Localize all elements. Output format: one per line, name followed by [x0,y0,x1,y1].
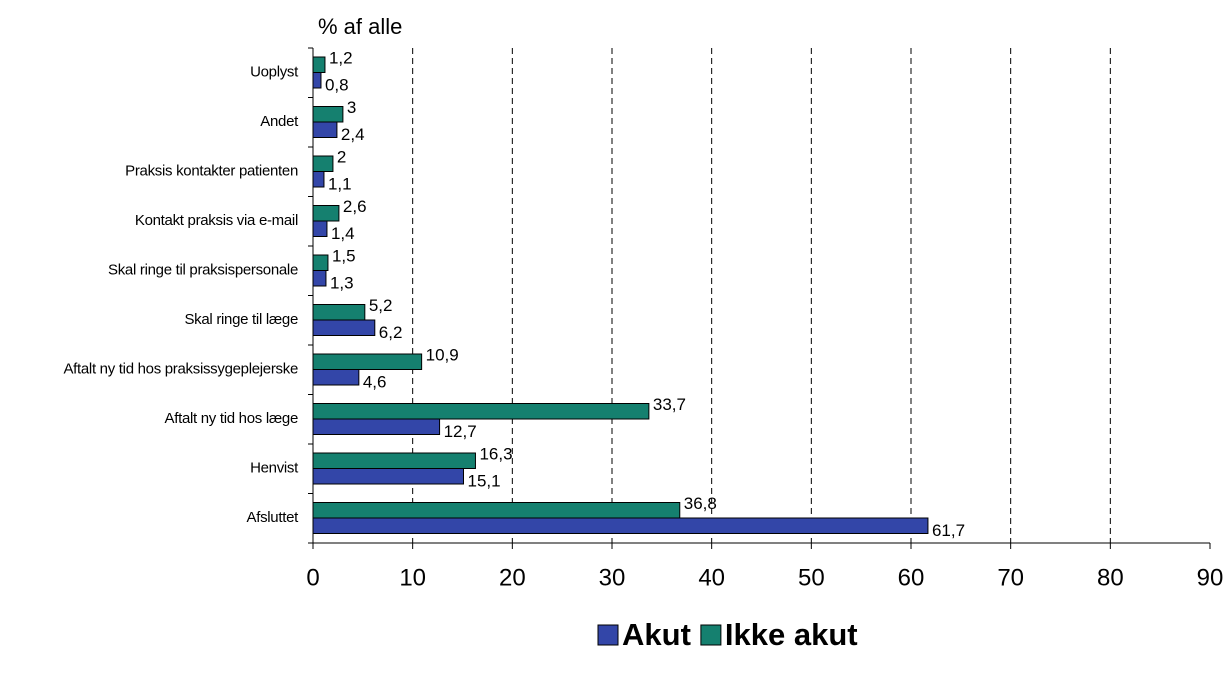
value-label: 0,8 [325,75,349,94]
value-label: 4,6 [363,372,387,391]
x-tick-label: 20 [499,564,526,591]
value-label: 33,7 [653,395,686,414]
value-label: 6,2 [379,323,403,342]
value-label: 3 [347,98,356,117]
bar [312,319,376,336]
bar [312,254,329,271]
value-label: 12,7 [444,422,477,441]
bar [312,353,423,370]
bar [312,205,340,222]
bar [312,369,360,386]
value-label: 61,7 [932,521,965,540]
value-label: 1,2 [329,48,353,67]
category-label: Praksis kontakter patienten [125,163,298,180]
x-tick-label: 60 [898,564,925,591]
x-tick-label: 80 [1097,564,1124,591]
bar [312,56,326,73]
x-tick-label: 10 [399,564,426,591]
category-label: Skal ringe til læge [184,311,298,328]
value-label: 15,1 [467,471,500,490]
x-tick-label: 90 [1197,564,1224,591]
bar [312,452,476,469]
axis-title: % af alle [318,14,402,39]
value-label: 2 [337,147,346,166]
legend-label: Ikke akut [725,617,858,652]
x-tick-label: 70 [997,564,1024,591]
bar [312,220,328,237]
category-label: Kontakt praksis via e-mail [135,212,298,229]
value-label: 1,5 [332,246,356,265]
value-label: 36,8 [684,494,717,513]
legend-swatch [597,624,619,646]
value-label: 10,9 [426,345,459,364]
bar [312,502,681,519]
category-label: Aftalt ny tid hos praksissygeplejerske [63,361,298,378]
bar [312,468,464,485]
value-label: 2,6 [343,197,367,216]
value-label: 5,2 [369,296,393,315]
bar [312,304,366,321]
category-label: Uoplyst [250,64,299,81]
bar [312,270,327,287]
value-label: 1,4 [331,224,355,243]
bar [312,171,325,188]
category-label: Skal ringe til praksispersonale [108,262,298,279]
bar [312,418,441,435]
x-tick-label: 40 [698,564,725,591]
x-tick-label: 30 [599,564,626,591]
bar [312,403,650,420]
value-label: 2,4 [341,125,365,144]
bar [312,106,344,123]
legend-swatch [700,624,722,646]
category-label: Andet [260,113,299,130]
bar [312,72,322,89]
category-label: Afsluttet [247,509,300,526]
value-label: 1,3 [330,273,354,292]
category-label: Aftalt ny tid hos læge [165,410,298,427]
category-label: Henvist [250,460,299,477]
bar [312,155,334,172]
legend-label: Akut [622,617,691,652]
x-tick-label: 50 [798,564,825,591]
value-label: 16,3 [479,444,512,463]
bar [312,517,929,534]
x-tick-label: 0 [306,564,319,591]
value-label: 1,1 [328,174,352,193]
bar [312,121,338,138]
